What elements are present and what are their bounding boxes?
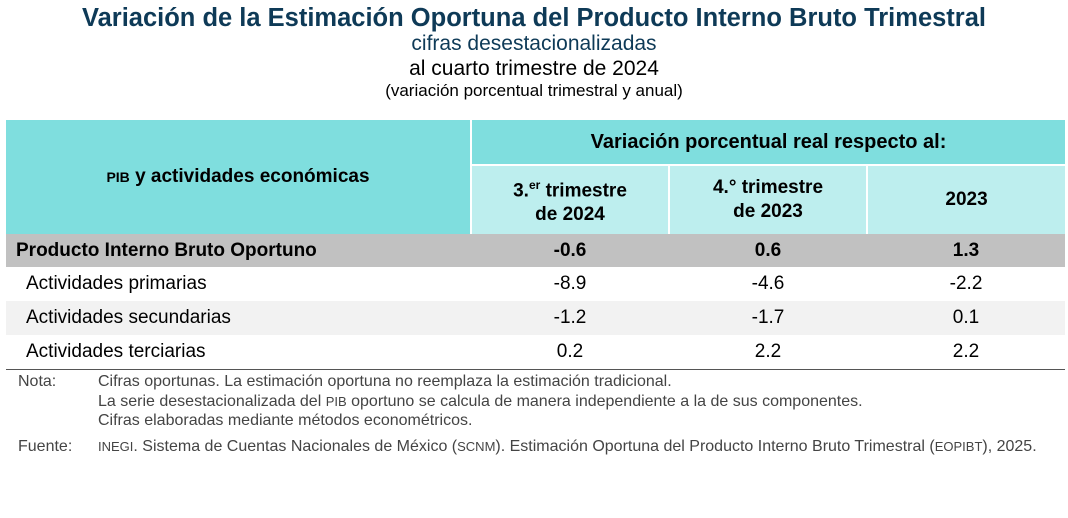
cell-value: -4.6 xyxy=(751,273,785,294)
cell-value: -8.9 xyxy=(553,273,587,294)
cell-value: 2.2 xyxy=(867,335,1066,370)
cell-value: 1.3 xyxy=(867,234,1066,267)
fuente-block: Fuente: INEGI. Sistema de Cuentas Nacion… xyxy=(18,437,1058,457)
table-row: Actividades secundarias -1.2 -1.7 0.1 xyxy=(6,301,1066,335)
row-label: Actividades terciarias xyxy=(6,335,471,370)
row-label: Actividades primarias xyxy=(26,273,207,294)
fuente-label: Fuente: xyxy=(18,437,73,455)
nota-line-2: La serie desestacionalizada del PIB opor… xyxy=(98,392,1058,412)
footnotes: Nota: Cifras oportunas. La estimación op… xyxy=(18,372,1058,456)
fuente-a: . Sistema de Cuentas Nacionales de Méxic… xyxy=(133,437,458,455)
row-label: Producto Interno Bruto Oportuno xyxy=(6,234,471,267)
header-activities-text: y actividades económicas xyxy=(129,166,370,187)
table-row: Producto Interno Bruto Oportuno -0.6 0.6… xyxy=(6,234,1066,267)
nota-2a: La serie desestacionalizada del xyxy=(98,392,326,410)
nota-2b: oportuno se calcula de manera independie… xyxy=(346,392,863,410)
fuente-c: ), 2025. xyxy=(982,437,1037,455)
gdp-table: PIB y actividades económicas Variación p… xyxy=(6,120,1066,370)
fuente-b: ). Estimación Oportuna del Producto Inte… xyxy=(495,437,935,455)
col1-sup: er xyxy=(528,177,541,192)
col1-a: 3. xyxy=(513,180,529,202)
cell-value: 0.2 xyxy=(471,335,669,370)
header-group: Variación porcentual real respecto al: xyxy=(471,120,1066,166)
cell-value: -1.7 xyxy=(669,301,867,335)
cell-value: 2.2 xyxy=(669,335,867,370)
period-label: al cuarto trimestre de 2024 xyxy=(409,57,659,80)
page-subtitle: cifras desestacionalizadas xyxy=(411,32,657,55)
cell-value: -2.2 xyxy=(949,273,983,294)
fuente-sc3: EOPIBT xyxy=(934,438,983,454)
table-row: Actividades terciarias 0.2 2.2 2.2 xyxy=(6,335,1066,370)
pib-abbrev: PIB xyxy=(106,169,130,185)
nota-line-1: Cifras oportunas. La estimación oportuna… xyxy=(98,373,672,390)
header-col-q4-2023: 4.° trimestre de 2023 xyxy=(669,165,868,234)
col2-b: de 2023 xyxy=(733,201,803,222)
nota-block: Nota: Cifras oportunas. La estimación op… xyxy=(18,372,1058,431)
cell-value: -1.2 xyxy=(471,301,669,335)
header-col-2023: 2023 xyxy=(867,165,1066,234)
col1-b: trimestre xyxy=(540,180,627,202)
cell-value: 0.1 xyxy=(867,301,1066,335)
units-note: (variación porcentual trimestral y anual… xyxy=(385,81,683,100)
cell-value: -0.6 xyxy=(471,234,669,267)
nota-label: Nota: xyxy=(18,373,57,390)
header-activities: PIB y actividades económicas xyxy=(6,120,472,234)
fuente-text: INEGI. Sistema de Cuentas Nacionales de … xyxy=(98,437,1058,457)
header-col-q3-2024: 3.er trimestre de 2024 xyxy=(471,165,670,234)
fuente-sc1: INEGI xyxy=(98,438,134,454)
table-row: Actividades primarias -8.9 -4.6 -2.2 xyxy=(6,267,1065,301)
col2-a: 4.° trimestre xyxy=(712,177,824,198)
page-title: Variación de la Estimación Oportuna del … xyxy=(81,4,986,32)
col1-c: de 2024 xyxy=(535,204,605,226)
row-label: Actividades secundarias xyxy=(6,301,471,335)
nota-line-3: Cifras elaboradas mediante métodos econo… xyxy=(98,412,473,429)
nota-2-sc: PIB xyxy=(325,393,347,409)
cell-value: 0.6 xyxy=(669,234,867,267)
fuente-sc2: SCNM xyxy=(457,438,496,454)
nota-text: Cifras oportunas. La estimación oportuna… xyxy=(98,372,1058,431)
